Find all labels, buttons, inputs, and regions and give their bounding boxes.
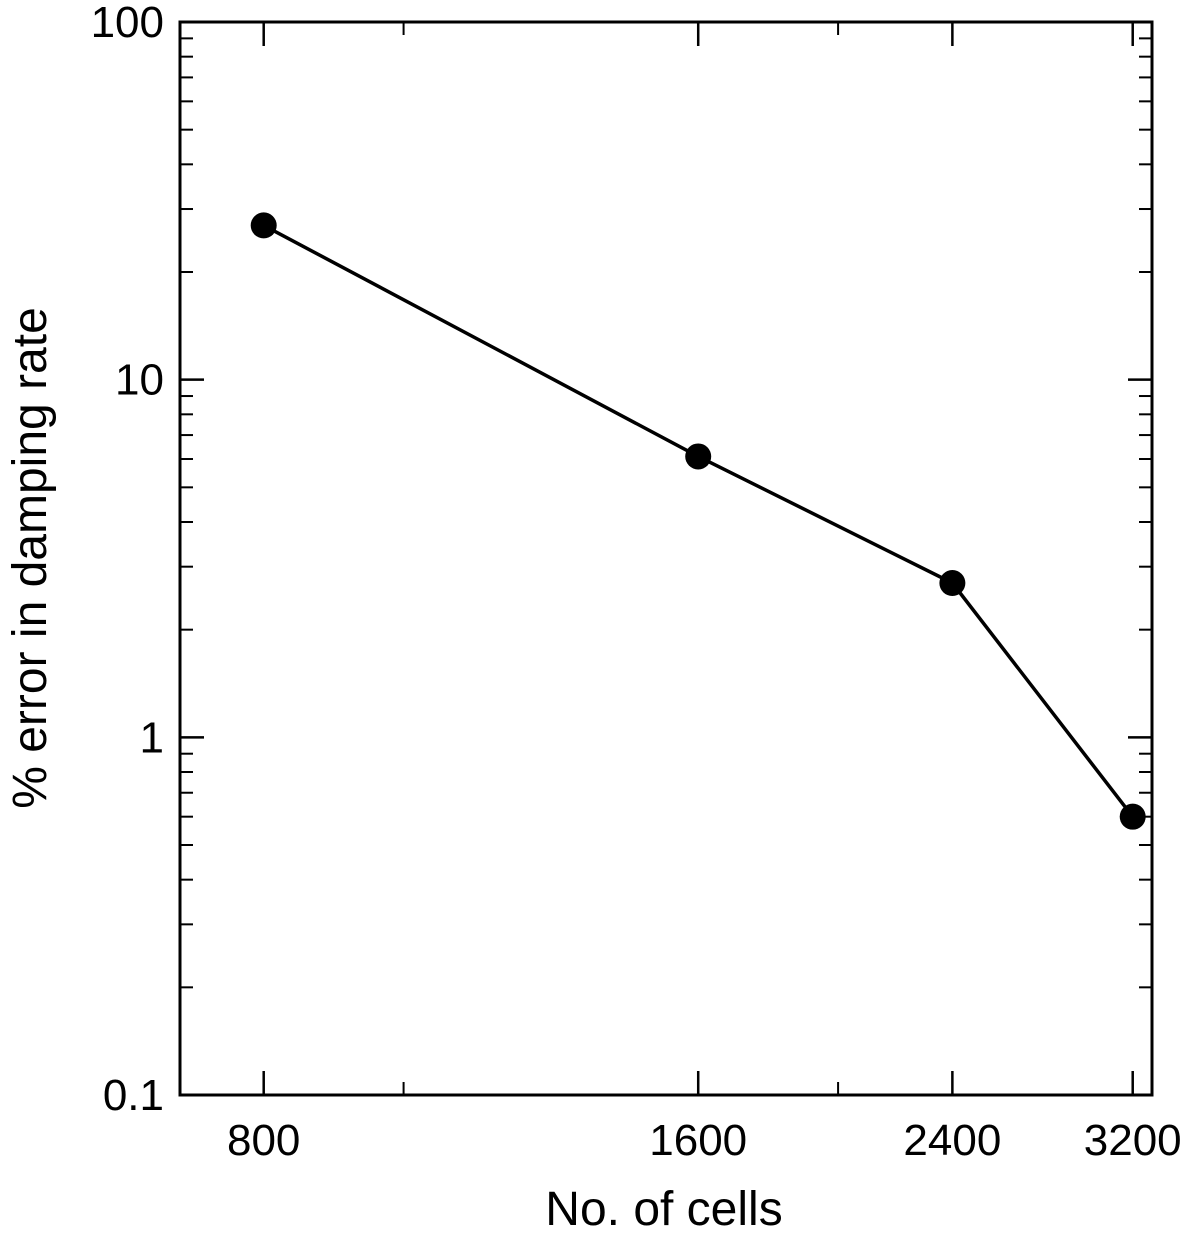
data-point: [685, 443, 712, 470]
y-tick-label: 1: [140, 713, 164, 762]
y-axis-title: % error in damping rate: [4, 307, 57, 809]
x-tick-label: 800: [227, 1116, 300, 1165]
y-tick-label: 0.1: [103, 1071, 164, 1120]
data-point: [250, 212, 277, 239]
minor-ticks: [180, 22, 1152, 1095]
x-tick-label: 3200: [1084, 1116, 1182, 1165]
y-tick-labels: 0.1 1 10 100: [91, 0, 164, 1120]
x-tick-label: 2400: [903, 1116, 1001, 1165]
y-tick-label: 100: [91, 0, 164, 47]
series-line: [262, 223, 1135, 818]
y-tick-label: 10: [115, 356, 164, 405]
data-point: [939, 570, 966, 597]
data-point: [1119, 803, 1146, 830]
major-ticks: [180, 20, 1152, 1097]
x-tick-labels: 800 1600 2400 3200: [227, 1116, 1182, 1165]
x-tick-label: 1600: [649, 1116, 747, 1165]
series-layer: [250, 212, 1146, 830]
plot-frame: [178, 20, 1154, 1097]
x-axis-title: No. of cells: [545, 1183, 782, 1234]
